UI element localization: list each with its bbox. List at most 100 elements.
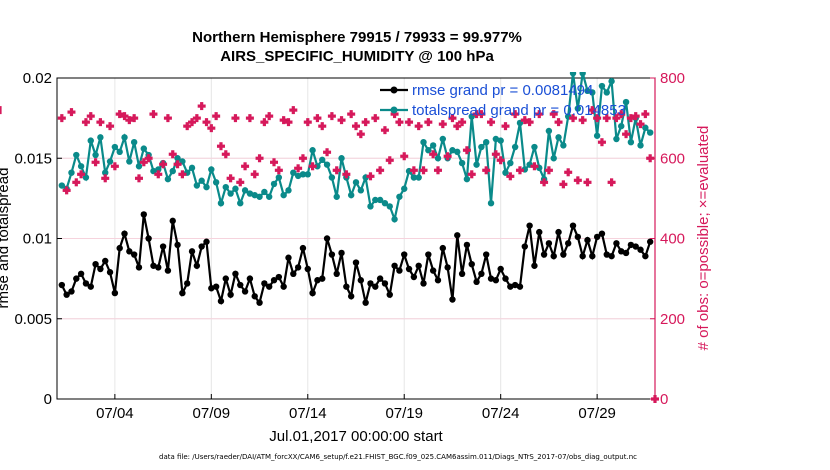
totalspread-point xyxy=(608,78,615,85)
obs-point xyxy=(564,168,573,177)
rmse-point xyxy=(483,251,490,258)
rmse-point xyxy=(68,288,75,295)
rmse-point xyxy=(106,269,114,276)
obs-point xyxy=(347,110,356,119)
totalspread-point xyxy=(208,166,215,173)
totalspread-point xyxy=(121,134,128,141)
rmse-point xyxy=(569,222,577,229)
obs-point xyxy=(400,152,409,161)
obs-point xyxy=(274,166,283,175)
totalspread-point xyxy=(502,169,509,176)
chart-title: Northern Hemisphere 79915 / 79933 = 99.9… xyxy=(192,29,522,46)
totalspread-point xyxy=(111,143,119,151)
rmse-point xyxy=(381,280,389,287)
obs-point xyxy=(612,114,621,123)
rmse-point xyxy=(135,264,143,271)
rmse-point xyxy=(319,275,326,282)
rmse-point xyxy=(593,233,601,241)
totalspread-point xyxy=(376,196,384,204)
totalspread-point xyxy=(222,183,229,191)
rmse-point xyxy=(198,243,205,250)
x-tick-label: 07/24 xyxy=(482,405,520,422)
rmse-point xyxy=(270,277,278,284)
obs-point xyxy=(86,112,95,121)
y-tick-label-right: 800 xyxy=(660,70,685,87)
obs-point xyxy=(477,110,486,119)
y-axis-label-left: rmse and totalspread xyxy=(0,168,12,309)
totalspread-point xyxy=(290,169,297,176)
totalspread-point xyxy=(603,89,610,96)
obs-point xyxy=(183,122,192,131)
totalspread-point xyxy=(73,151,80,159)
obs-point xyxy=(57,114,66,123)
obs-point xyxy=(515,166,524,175)
rmse-point xyxy=(468,260,475,268)
totalspread-point xyxy=(642,124,649,131)
obs-point xyxy=(260,118,269,127)
rmse-point xyxy=(613,240,620,247)
totalspread-point xyxy=(420,139,427,146)
totalspread-point xyxy=(126,158,133,165)
rmse-point xyxy=(314,277,321,284)
rmse-point xyxy=(637,246,644,253)
rmse-point xyxy=(280,283,287,290)
rmse-point xyxy=(545,240,553,247)
rmse-point xyxy=(598,230,606,237)
rmse-point xyxy=(121,230,128,237)
rmse-point xyxy=(256,299,263,306)
rmse-point xyxy=(208,285,215,292)
rmse-point xyxy=(347,293,355,300)
rmse-point xyxy=(555,228,562,236)
totalspread-point xyxy=(396,193,403,200)
obs-point xyxy=(501,122,510,131)
rmse-point xyxy=(169,217,176,225)
totalspread-point xyxy=(58,182,66,189)
rmse-point xyxy=(531,262,538,269)
totalspread-point xyxy=(0,158,3,164)
rmse-point xyxy=(328,251,336,258)
rmse-point xyxy=(150,262,157,269)
obs-point xyxy=(636,120,645,129)
totalspread-point xyxy=(646,129,654,136)
rmse-point xyxy=(58,281,66,289)
obs-point xyxy=(405,118,414,127)
rmse-point xyxy=(579,252,586,260)
obs-point xyxy=(245,114,254,123)
rmse-point xyxy=(63,291,70,298)
totalspread-point xyxy=(579,72,586,77)
obs-point xyxy=(154,170,163,179)
legend-spread-marker xyxy=(390,106,398,114)
totalspread-point xyxy=(487,199,495,207)
obs-point xyxy=(125,116,134,125)
rmse-point xyxy=(540,251,548,258)
obs-point xyxy=(641,110,650,119)
obs-point xyxy=(496,156,505,165)
rmse-point xyxy=(343,283,350,290)
obs-point xyxy=(583,178,592,187)
rmse-point xyxy=(434,277,442,284)
obs-point xyxy=(313,114,322,123)
obs-point xyxy=(385,156,394,165)
totalspread-point xyxy=(593,132,601,139)
obs-point xyxy=(207,124,216,133)
rmse-point xyxy=(275,273,283,281)
rmse-point xyxy=(77,270,85,278)
totalspread-point xyxy=(574,105,582,112)
totalspread-point xyxy=(555,134,562,141)
x-tick-label: 07/29 xyxy=(578,405,616,422)
totalspread-point xyxy=(497,137,504,144)
obs-point xyxy=(284,118,293,127)
obs-point xyxy=(448,114,457,123)
rmse-point xyxy=(627,241,635,249)
rmse-point xyxy=(618,248,625,255)
obs-point xyxy=(308,162,317,171)
totalspread-point xyxy=(483,139,490,146)
legend: rmse grand pr = 0.0081494 totalspread gra… xyxy=(380,82,626,119)
rmse-point xyxy=(352,259,360,266)
rmse-point xyxy=(203,238,210,245)
totalspread-point xyxy=(304,171,311,178)
obs-point xyxy=(549,110,558,119)
rmse-point xyxy=(294,264,302,271)
legend-rmse-label: rmse grand pr = 0.0081494 xyxy=(412,82,593,99)
totalspread-point xyxy=(478,143,485,151)
